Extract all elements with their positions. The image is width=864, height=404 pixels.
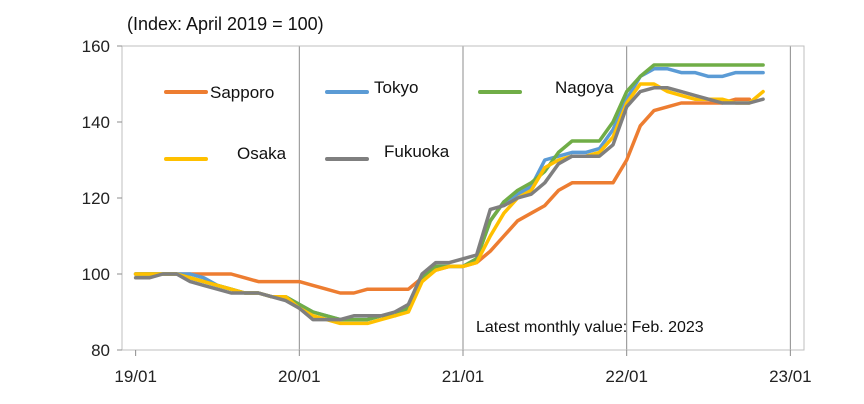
x-tick-label: 22/01 xyxy=(605,367,648,386)
legend-label-tokyo: Tokyo xyxy=(374,78,418,97)
legend-label-sapporo: Sapporo xyxy=(210,83,274,102)
y-tick-label: 100 xyxy=(82,265,110,284)
series-line-osaka xyxy=(133,82,765,326)
latest-value-note: Latest monthly value: Feb. 2023 xyxy=(476,319,704,336)
legend: Sapporo Tokyo Nagoya Osaka Fukuoka xyxy=(164,78,614,163)
x-tick-label: 20/01 xyxy=(278,367,321,386)
y-tick-label: 120 xyxy=(82,189,110,208)
grid-lines xyxy=(298,46,791,350)
legend-label-fukuoka: Fukuoka xyxy=(384,142,450,161)
x-tick-label: 23/01 xyxy=(769,367,812,386)
legend-label-nagoya: Nagoya xyxy=(555,78,614,97)
x-tick-label: 19/01 xyxy=(114,367,157,386)
y-tick-label: 80 xyxy=(91,341,110,360)
x-tick-label: 21/01 xyxy=(442,367,485,386)
y-tick-label: 160 xyxy=(82,37,110,56)
legend-label-osaka: Osaka xyxy=(237,144,287,163)
y-tick-label: 140 xyxy=(82,113,110,132)
series-line-fukuoka xyxy=(133,86,765,322)
series-line-nagoya xyxy=(133,63,765,322)
chart-subtitle: (Index: April 2019 = 100) xyxy=(127,14,324,34)
axes: 19/01 20/01 21/01 22/01 23/01 80 100 120 140 160 xyxy=(82,37,812,386)
series-lines xyxy=(133,63,765,326)
